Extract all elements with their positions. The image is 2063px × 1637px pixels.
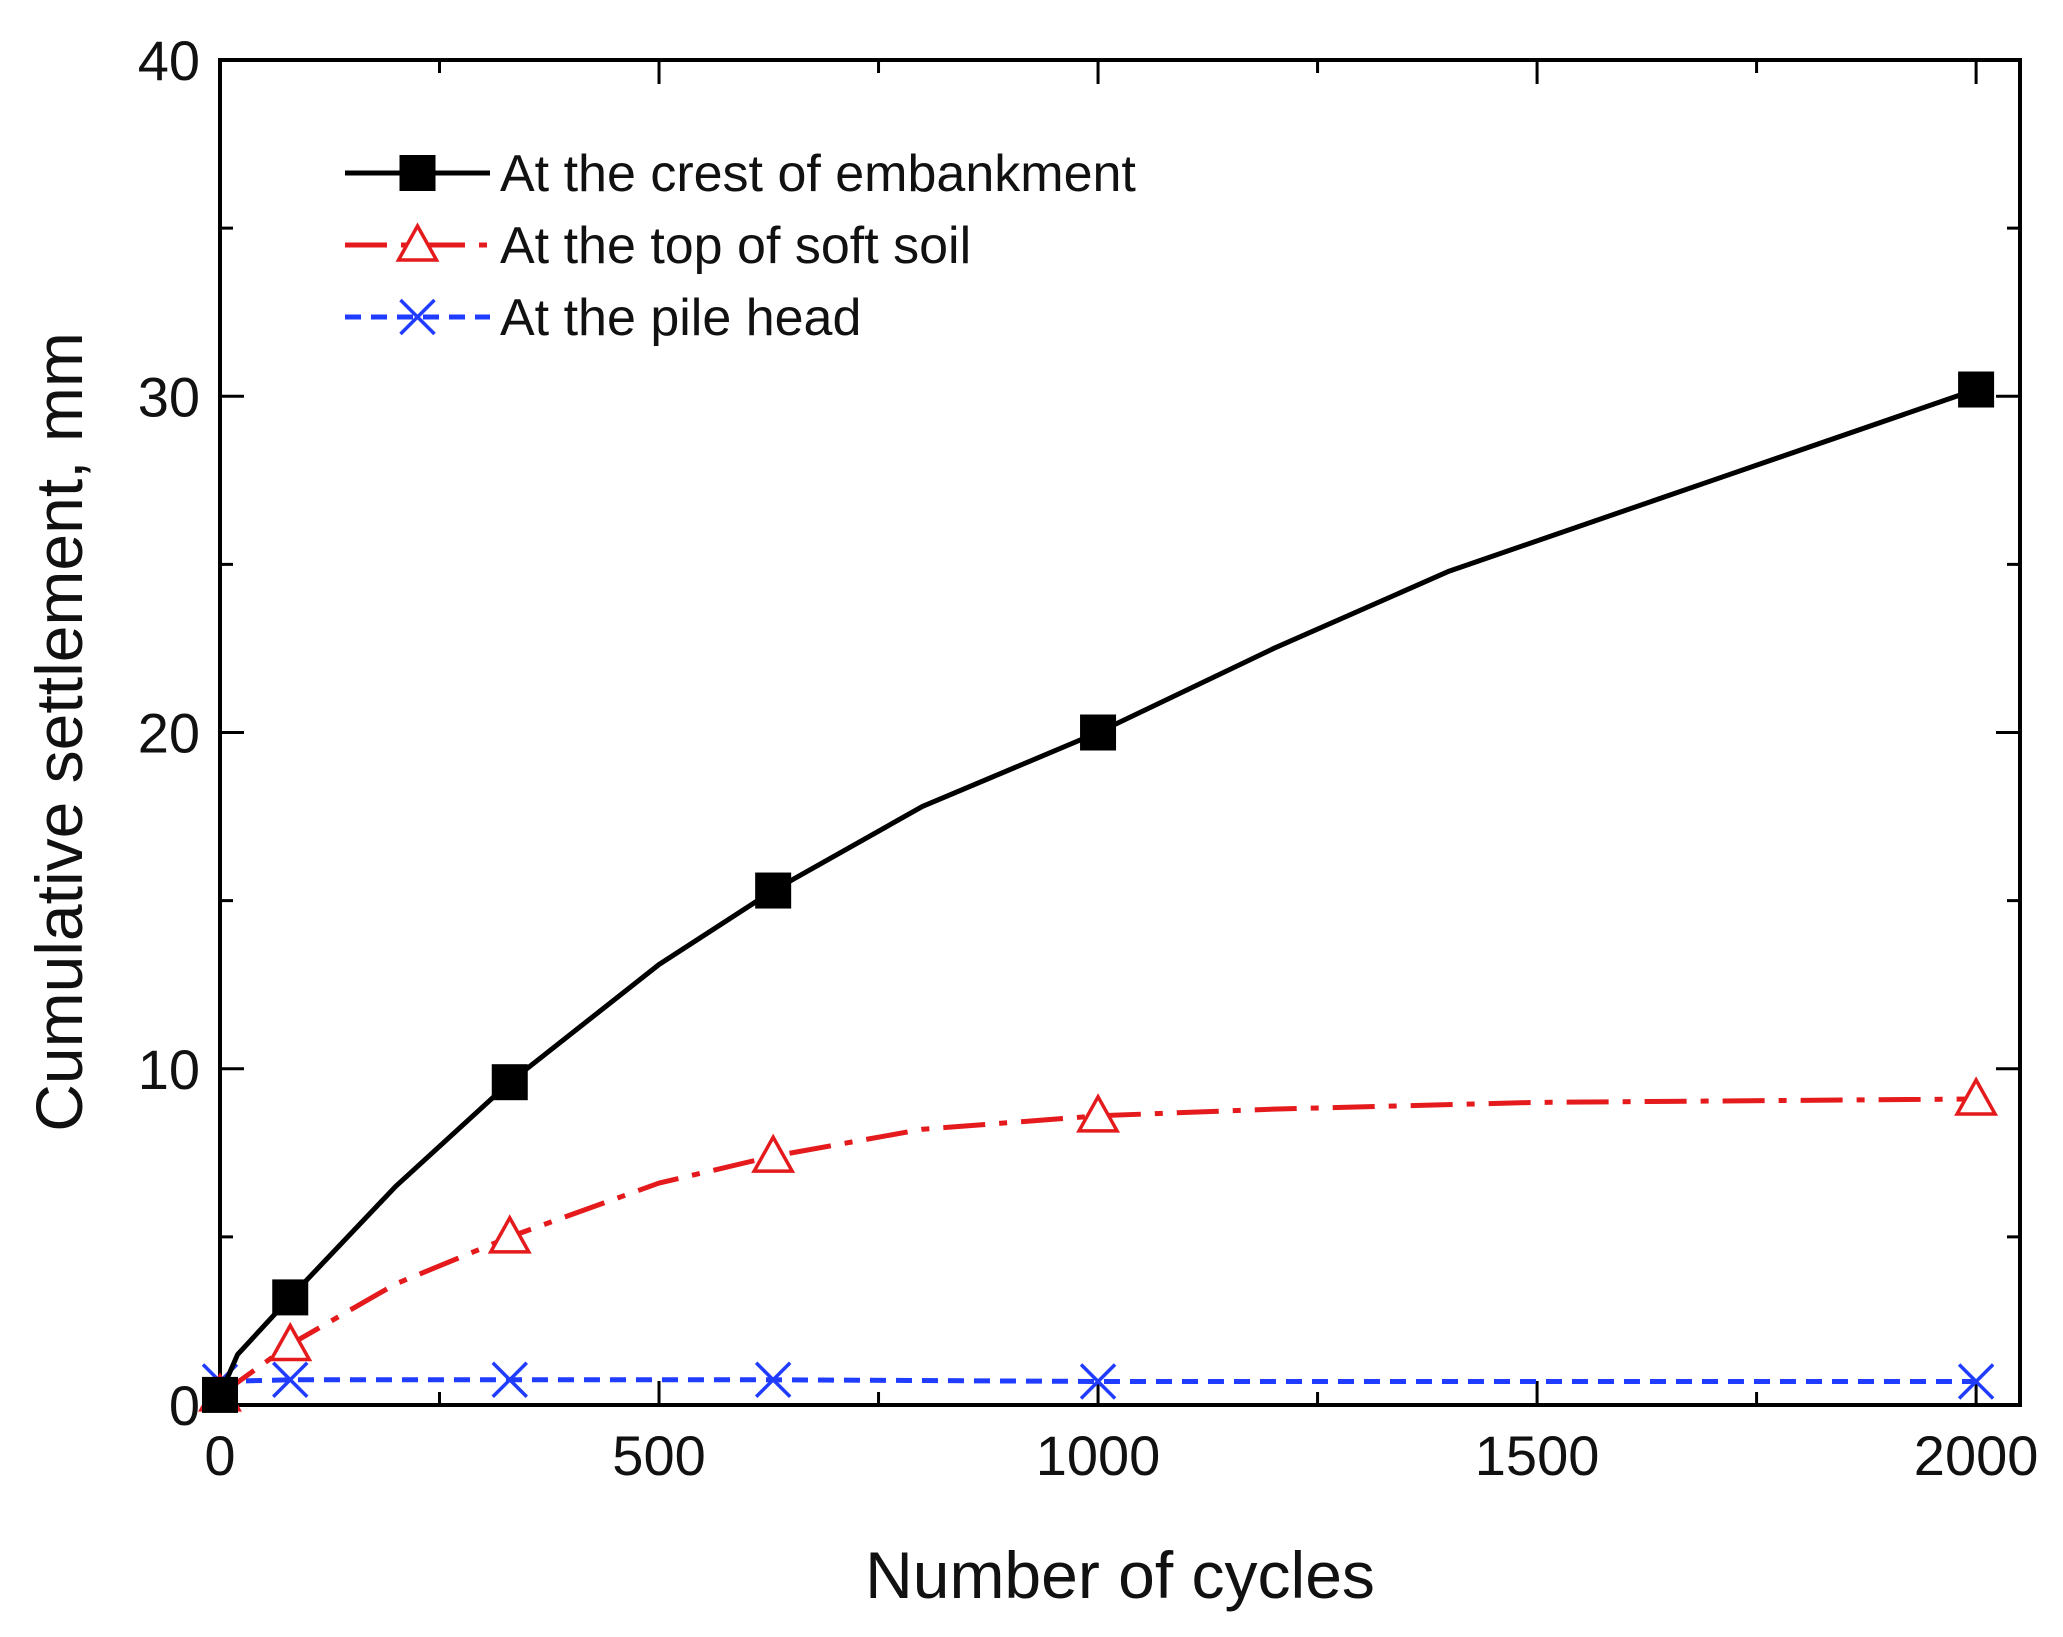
data-point — [1076, 1093, 1121, 1133]
data-point — [272, 1279, 309, 1316]
legend-marker — [395, 222, 440, 262]
data-point — [268, 1321, 313, 1362]
data-point — [1954, 1076, 1999, 1116]
series-line — [219, 1377, 1977, 1384]
series-line — [218, 1096, 1977, 1397]
legend-item: At the pile head — [345, 289, 861, 347]
data-point — [487, 1214, 532, 1254]
y-tick-label: 10 — [138, 1038, 200, 1101]
x-tick-label: 2000 — [1914, 1424, 2039, 1487]
data-point — [1080, 714, 1117, 751]
y-tick-label: 20 — [138, 702, 200, 765]
y-tick-label: 0 — [169, 1374, 200, 1437]
legend: At the crest of embankment At the top of … — [345, 145, 1136, 347]
data-point — [491, 1064, 528, 1101]
plot-frame — [218, 58, 2022, 1407]
series-at-the-crest-of-embankment — [202, 371, 1995, 1413]
data-point — [1079, 1363, 1117, 1400]
x-tick-label: 1500 — [1475, 1424, 1600, 1487]
series-layer — [198, 371, 1999, 1413]
data-point — [751, 1133, 796, 1173]
series-line — [217, 387, 1977, 1396]
y-tick-label: 40 — [138, 29, 200, 92]
legend-marker — [399, 155, 436, 191]
data-point — [1957, 1363, 1995, 1400]
legend-item: At the crest of embankment — [345, 145, 1136, 203]
data-point — [202, 1376, 238, 1413]
data-point — [754, 1361, 792, 1399]
legend-label: At the pile head — [500, 289, 861, 347]
x-axis-title: Number of cycles — [865, 1538, 1375, 1612]
y-tick-label: 30 — [138, 365, 200, 428]
data-point — [272, 1361, 309, 1399]
legend-label: At the top of soft soil — [500, 217, 971, 275]
legend-marker — [399, 298, 436, 336]
x-tick-label: 1000 — [1036, 1424, 1161, 1487]
data-point — [755, 872, 792, 909]
axis-ticks: 0 500 1000 1500 2000 0 10 20 30 40 — [138, 29, 2039, 1487]
data-point — [1958, 371, 1995, 408]
x-tick-label: 500 — [612, 1424, 705, 1487]
legend-label: At the crest of embankment — [500, 145, 1136, 203]
x-tick-label: 0 — [204, 1424, 235, 1487]
y-axis-title: Cumulative settlement, mm — [22, 332, 96, 1132]
data-point — [491, 1361, 528, 1399]
legend-item: At the top of soft soil — [345, 217, 971, 275]
series-at-the-top-of-soft-soil — [198, 1076, 1999, 1412]
